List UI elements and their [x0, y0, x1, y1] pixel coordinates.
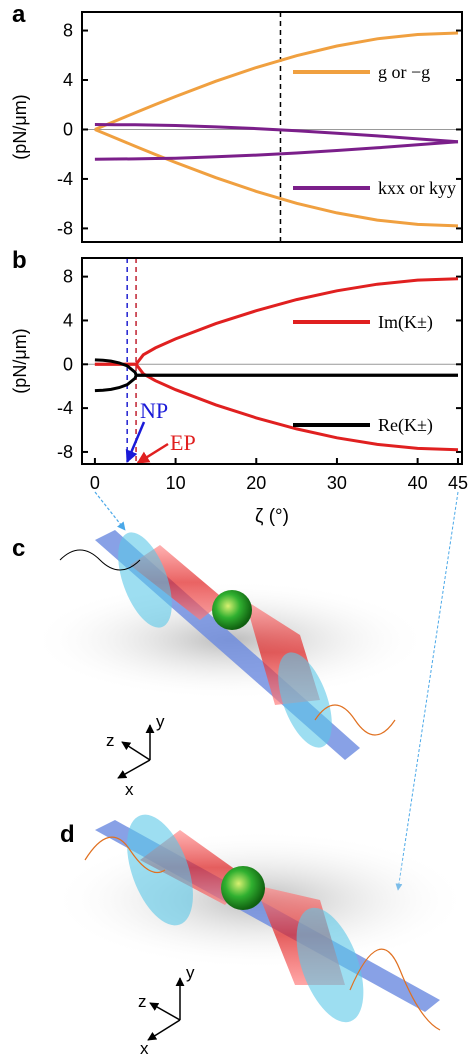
- lens: [278, 652, 332, 748]
- y-tick-label: -8: [57, 442, 73, 462]
- y-tick-label: 0: [63, 119, 73, 139]
- legend-label: g or −g: [378, 62, 430, 82]
- illustration-c: c x y z: [12, 530, 430, 799]
- axis-label: x: [140, 1039, 149, 1057]
- y-tick-label: -8: [57, 218, 73, 238]
- annotation: NP: [140, 398, 168, 423]
- x-tick-label: 20: [246, 473, 266, 493]
- lens: [296, 907, 364, 1023]
- polarization: [349, 948, 441, 1031]
- polarization: [84, 836, 166, 874]
- particle: [212, 590, 252, 630]
- y-tick-label: 8: [63, 267, 73, 287]
- x-axis-label: ζ (°): [255, 506, 289, 527]
- y-axis-label: (pN/μm): [10, 328, 30, 393]
- axis-label: z: [138, 992, 147, 1011]
- y-tick-label: -4: [57, 169, 73, 189]
- y-tick-label: 8: [63, 21, 73, 41]
- y-tick-label: -4: [57, 398, 73, 418]
- annotation: EP: [170, 430, 196, 455]
- axis-arrow: [117, 759, 151, 779]
- series-line: [94, 140, 459, 161]
- series-line: [94, 373, 458, 393]
- annotation-arrow: [136, 442, 169, 464]
- connector: [395, 491, 459, 891]
- legend-label: kxx or kyy: [378, 178, 456, 198]
- plot-frame: [81, 11, 463, 243]
- particle: [221, 866, 265, 910]
- x-tick-label: 45: [448, 473, 468, 493]
- series-line: [94, 358, 458, 377]
- axis-arrow: [147, 1019, 181, 1041]
- series-line: [94, 123, 459, 144]
- axis-label: y: [156, 712, 165, 731]
- polarization: [314, 704, 396, 736]
- lens: [118, 532, 172, 628]
- legend-label: Re(K±): [378, 415, 433, 436]
- x-tick-label: 0: [90, 473, 100, 493]
- x-tick-label: 40: [408, 473, 428, 493]
- legend-label: Im(K±): [378, 312, 433, 333]
- x-tick-label: 30: [327, 473, 347, 493]
- x-tick-label: 10: [166, 473, 186, 493]
- axis-arrow: [121, 741, 151, 761]
- series-line: [94, 31, 459, 131]
- lens: [127, 814, 193, 926]
- series-line: [94, 362, 459, 452]
- y-tick-label: 4: [63, 70, 73, 90]
- plot-frame: [81, 257, 463, 465]
- panel-label: d: [60, 821, 75, 848]
- axis-label: z: [106, 731, 115, 750]
- panel-label: c: [12, 535, 25, 562]
- panel-label: a: [12, 1, 26, 28]
- series-line: [94, 128, 459, 228]
- panel-label: b: [12, 247, 27, 274]
- axis-label: y: [186, 963, 195, 982]
- illustration-d: d x y z: [50, 814, 470, 1058]
- y-tick-label: 4: [63, 310, 73, 330]
- axis-arrow: [149, 1002, 181, 1021]
- axis-label: x: [125, 780, 134, 799]
- y-axis-label: (pN/μm): [10, 94, 30, 159]
- connector: [94, 491, 126, 531]
- polarization: [59, 549, 141, 571]
- annotation-arrow: [125, 421, 146, 463]
- y-tick-label: 0: [63, 354, 73, 374]
